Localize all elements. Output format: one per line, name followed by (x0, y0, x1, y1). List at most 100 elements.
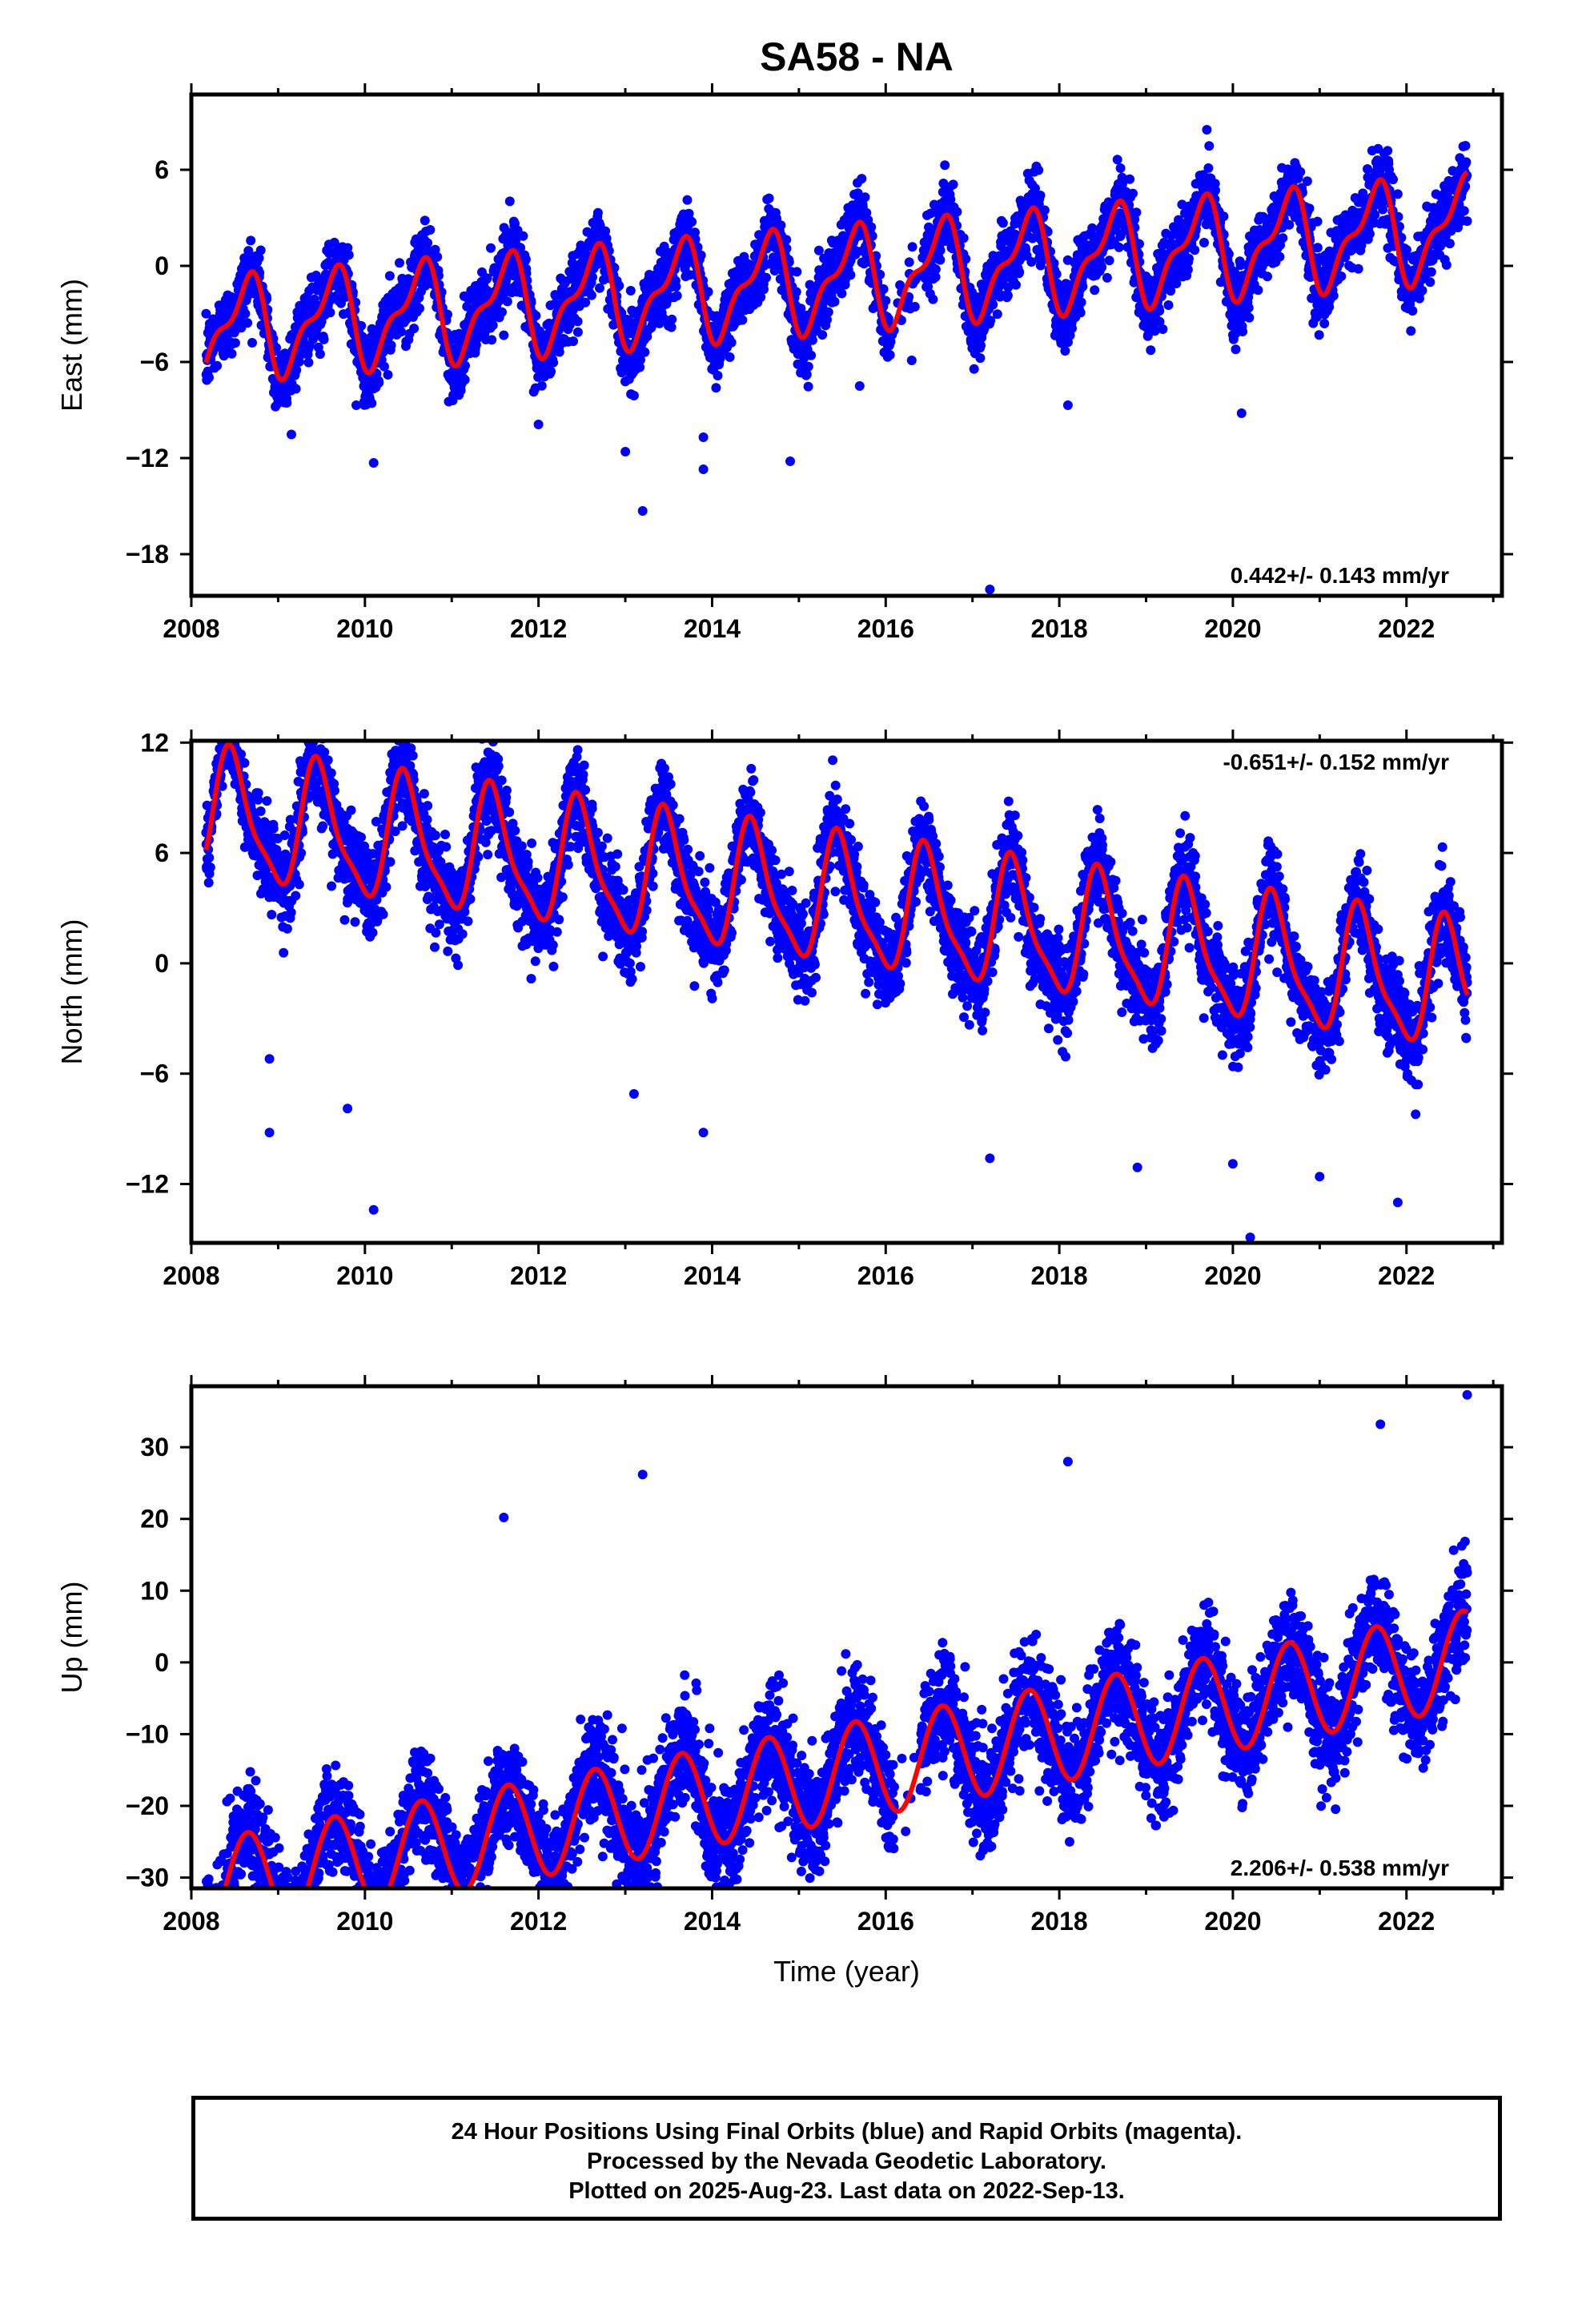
data-point (395, 258, 404, 268)
data-point (1364, 229, 1375, 239)
data-point (801, 369, 812, 380)
data-point (343, 250, 354, 260)
data-point (845, 270, 856, 280)
data-point (1067, 324, 1077, 333)
data-point (1115, 163, 1126, 173)
data-point (294, 356, 304, 367)
data-point (1314, 330, 1324, 340)
data-point (235, 315, 245, 325)
data-point (282, 398, 292, 408)
data-point (325, 308, 335, 318)
data-point (287, 429, 296, 440)
data-point (1182, 264, 1193, 275)
data-point (986, 316, 996, 326)
data-point (572, 327, 583, 337)
data-point (204, 372, 214, 383)
data-point (636, 355, 645, 365)
data-point (823, 307, 833, 317)
data-point (546, 366, 556, 376)
data-point (201, 308, 211, 319)
data-point (885, 350, 895, 360)
data-points (201, 141, 1472, 440)
data-point (1238, 327, 1248, 336)
data-point (935, 245, 946, 255)
data-point (443, 309, 452, 320)
data-point (409, 324, 420, 334)
data-point (895, 280, 905, 290)
data-point (1014, 267, 1025, 277)
data-point (383, 370, 393, 380)
data-point (635, 362, 645, 372)
panel-1: 2008 2010 2012 2014 2016 2018 2020 202260−6−12−… (55, 83, 1513, 643)
data-point (460, 360, 470, 371)
data-point (1388, 175, 1398, 185)
data-point (761, 272, 771, 283)
page-title: SA58 - NA (760, 34, 954, 79)
data-point (659, 314, 669, 324)
data-point (240, 308, 251, 319)
data-point (1319, 319, 1330, 328)
data-point (291, 384, 301, 394)
data-point (829, 296, 840, 307)
data-point (837, 288, 847, 299)
data-point (212, 360, 223, 371)
data-point (1336, 271, 1347, 281)
data-point (482, 273, 492, 283)
data-point (1244, 312, 1255, 323)
data-point (1284, 219, 1295, 230)
data-point (432, 251, 443, 262)
data-point (243, 246, 254, 256)
data-point (924, 222, 934, 232)
data-point (998, 218, 1008, 228)
data-point (726, 337, 737, 348)
data-point (860, 192, 870, 203)
data-point (1011, 279, 1021, 290)
data-point (1278, 233, 1288, 243)
data-point (425, 225, 436, 235)
data-point (1407, 306, 1418, 316)
data-point (961, 254, 971, 264)
data-point (1097, 262, 1107, 272)
data-point (640, 347, 650, 357)
data-point (580, 297, 591, 308)
data-point (792, 267, 802, 277)
data-point (737, 315, 748, 325)
data-point (303, 357, 314, 368)
data-point (866, 222, 877, 232)
data-point (396, 327, 407, 337)
data-point (1060, 346, 1070, 356)
data-point (1112, 155, 1122, 165)
data-point (806, 350, 817, 360)
data-point (935, 255, 946, 265)
data-point (486, 243, 496, 253)
data-point (499, 330, 509, 340)
data-point (1219, 211, 1229, 222)
data-point (497, 307, 507, 317)
data-point (1078, 281, 1088, 292)
plot-area (201, 125, 1472, 594)
data-point (875, 269, 885, 279)
data-point (1163, 300, 1174, 310)
data-point (878, 284, 889, 294)
data-point (520, 254, 531, 264)
data-point (853, 188, 863, 199)
data-point (356, 320, 367, 331)
data-point (430, 244, 440, 255)
data-point (687, 217, 697, 227)
data-point (1104, 255, 1114, 266)
data-point (1378, 204, 1388, 215)
data-point (1154, 306, 1165, 316)
data-point (315, 349, 325, 360)
data-point (230, 338, 240, 348)
data-point (504, 196, 515, 207)
data-point (420, 215, 430, 226)
data-point (1035, 191, 1046, 200)
data-point (367, 398, 377, 408)
data-point (243, 318, 253, 328)
data-point (1370, 210, 1380, 220)
data-point (1090, 285, 1100, 296)
data-point (881, 296, 891, 306)
data-point (386, 340, 396, 351)
data-point (803, 381, 813, 392)
